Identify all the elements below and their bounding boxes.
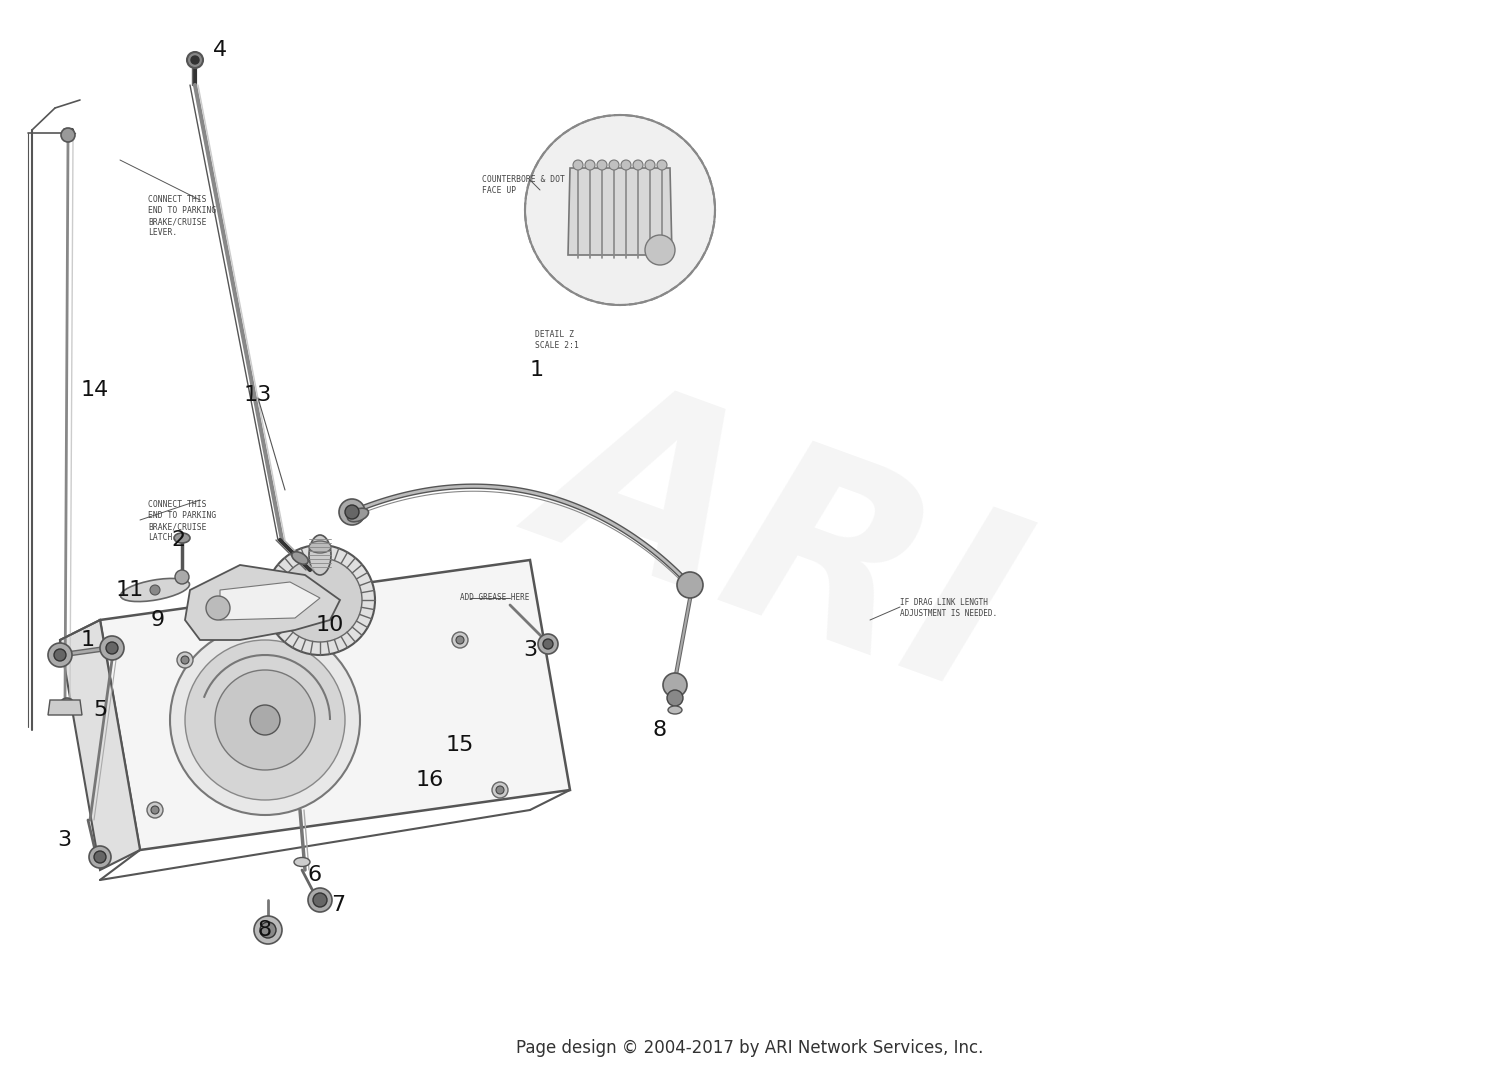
Text: 9: 9 [152,610,165,630]
Text: 8: 8 [258,920,272,940]
Polygon shape [568,168,672,255]
Circle shape [668,690,682,706]
Circle shape [188,52,202,68]
Ellipse shape [348,508,369,521]
Circle shape [251,705,280,735]
Circle shape [182,656,189,664]
Text: CONNECT THIS
END TO PARKING
BRAKE/CRUISE
LATCH.: CONNECT THIS END TO PARKING BRAKE/CRUISE… [148,500,216,542]
Polygon shape [60,620,140,870]
Text: 15: 15 [446,735,474,755]
Circle shape [525,115,716,305]
Circle shape [597,160,608,171]
Circle shape [260,922,276,938]
Text: CONNECT THIS
END TO PARKING
BRAKE/CRUISE
LEVER.: CONNECT THIS END TO PARKING BRAKE/CRUISE… [148,195,216,238]
Circle shape [254,915,282,944]
Circle shape [177,652,194,668]
Text: ADD GREASE HERE: ADD GREASE HERE [460,593,530,602]
Text: 3: 3 [524,640,537,660]
Text: 5: 5 [93,700,106,720]
Circle shape [538,634,558,654]
Ellipse shape [174,533,190,543]
Circle shape [645,160,656,171]
Ellipse shape [120,579,189,602]
Circle shape [170,626,360,814]
Text: ARI: ARI [513,348,1047,738]
Circle shape [621,160,632,171]
Circle shape [266,545,375,655]
Circle shape [452,632,468,648]
Text: 8: 8 [652,720,668,740]
Circle shape [176,570,189,584]
Circle shape [496,786,504,794]
Text: 10: 10 [316,615,344,635]
Text: DETAIL Z
SCALE 2:1: DETAIL Z SCALE 2:1 [536,330,579,350]
Circle shape [152,806,159,814]
Circle shape [609,160,619,171]
Ellipse shape [292,552,308,565]
Circle shape [60,698,74,712]
Text: COUNTERBORE & DOT
FACE UP: COUNTERBORE & DOT FACE UP [482,175,566,195]
Text: 6: 6 [308,866,322,885]
Circle shape [314,893,327,907]
Circle shape [657,160,668,171]
Circle shape [214,670,315,770]
Polygon shape [184,565,340,640]
Circle shape [184,640,345,800]
Polygon shape [220,582,320,620]
Circle shape [190,56,200,64]
Circle shape [150,585,160,595]
Circle shape [62,128,75,142]
Circle shape [48,643,72,667]
Circle shape [278,558,362,642]
Ellipse shape [668,706,682,714]
Text: 2: 2 [171,530,184,550]
Circle shape [88,846,111,868]
Circle shape [54,649,66,661]
Text: IF DRAG LINK LENGTH
ADJUSTMENT IS NEEDED.: IF DRAG LINK LENGTH ADJUSTMENT IS NEEDED… [900,598,998,618]
Text: 7: 7 [332,895,345,915]
Circle shape [645,235,675,265]
Polygon shape [100,560,570,850]
Circle shape [339,498,364,525]
Text: Page design © 2004-2017 by ARI Network Services, Inc.: Page design © 2004-2017 by ARI Network S… [516,1039,984,1057]
Ellipse shape [294,858,310,867]
Circle shape [345,505,358,519]
Circle shape [94,851,106,863]
Text: 1: 1 [81,630,94,651]
Circle shape [492,782,508,798]
Text: 4: 4 [213,40,226,60]
Circle shape [543,639,554,649]
Circle shape [147,801,164,818]
Circle shape [206,596,230,620]
Circle shape [676,572,703,598]
Text: 1: 1 [530,359,544,380]
Circle shape [663,673,687,697]
Text: 3: 3 [57,830,70,850]
Circle shape [633,160,644,171]
Circle shape [456,636,464,644]
Text: 11: 11 [116,580,144,599]
Circle shape [100,636,124,660]
Circle shape [308,888,332,912]
Ellipse shape [309,541,332,553]
Circle shape [573,160,584,171]
Polygon shape [48,700,82,715]
Ellipse shape [309,535,332,574]
Circle shape [106,642,118,654]
Circle shape [310,590,330,610]
Text: 16: 16 [416,770,444,790]
Circle shape [585,160,596,171]
Text: 13: 13 [244,386,272,405]
Text: 14: 14 [81,380,110,400]
